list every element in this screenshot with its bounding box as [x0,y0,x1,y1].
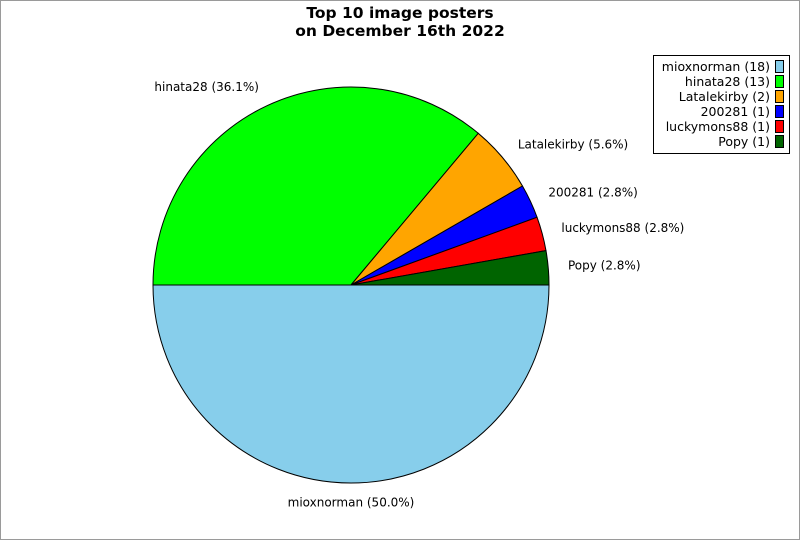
pie-slice-hinata28 [152,86,479,286]
slice-label-popy: Popy (2.8%) [568,259,641,273]
legend-item-200281: 200281 (1) [662,104,784,119]
legend-item-luckymons88: luckymons88 (1) [662,119,784,134]
legend-label: Popy (1) [718,134,770,149]
legend-label: Latalekirby (2) [678,89,770,104]
chart-title-line-1: Top 10 image posters [306,4,494,22]
chart-title-line-2: on December 16th 2022 [295,22,505,40]
legend-swatch [775,90,784,103]
legend-swatch [775,60,784,73]
slice-label-mioxnorman: mioxnorman (50.0%) [288,495,415,509]
slice-label-hinata28: hinata28 (36.1%) [154,80,259,94]
legend-swatch [775,120,784,133]
legend-swatch [775,75,784,88]
legend-label: 200281 (1) [700,104,770,119]
slice-label-luckymons88: luckymons88 (2.8%) [561,221,684,235]
legend-swatch [775,135,784,148]
legend-label: hinata28 (13) [684,74,770,89]
legend-swatch [775,105,784,118]
slice-label-200281: 200281 (2.8%) [548,185,637,199]
slice-label-latalekirby: Latalekirby (5.6%) [518,138,628,152]
legend-label: luckymons88 (1) [665,119,770,134]
chart-title: Top 10 image posters on December 16th 20… [1,4,799,40]
legend-label: mioxnorman (18) [661,59,770,74]
pie-slice-mioxnorman [152,284,550,484]
legend-item-popy: Popy (1) [662,134,784,149]
legend: mioxnorman (18) hinata28 (13) Latalekirby … [652,55,790,154]
legend-item-mioxnorman: mioxnorman (18) [662,59,784,74]
pie-slice-popy [350,250,550,286]
legend-item-latalekirby: Latalekirby (2) [662,89,784,104]
legend-item-hinata28: hinata28 (13) [662,74,784,89]
